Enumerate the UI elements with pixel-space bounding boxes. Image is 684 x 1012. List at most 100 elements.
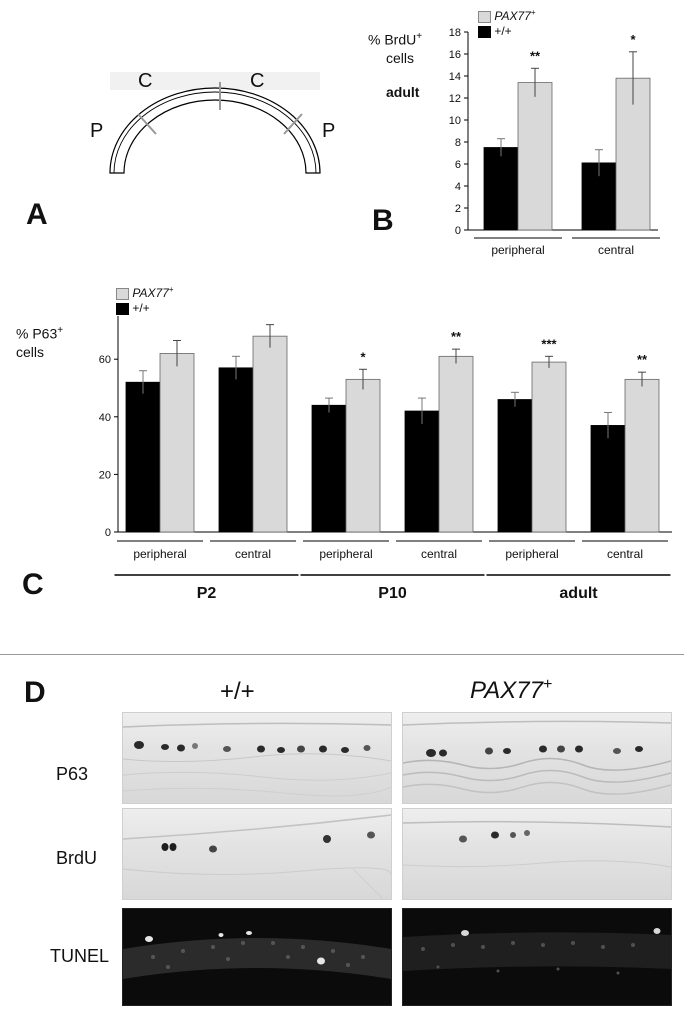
category-label: peripheral [133,547,186,561]
micrograph-tunel-pax77 [402,908,672,1006]
y-tick-label: 10 [449,115,461,127]
micrograph-brdu-wt-texture [123,814,391,899]
chart-panel-b: 0 2 4 6 8 10 12 14 16 18 ** peripheral * central [449,27,660,257]
label-central-left: C [138,70,153,92]
y-tick-label: 40 [99,412,111,424]
bar-pax77 [345,378,381,533]
group-label: P2 [197,585,217,602]
category-label: central [607,547,643,561]
label-peripheral-left: P [90,120,104,142]
y-tick-label: 2 [455,203,461,215]
legend-c-wt-label: +/+ [132,301,150,315]
group-label: P10 [378,585,407,602]
y-tick-label: 14 [449,71,461,83]
micrograph-p63-wt [122,712,392,804]
panel-c-ylabel-sup: + [57,325,64,336]
legend-b-wt: +/+ [478,24,535,39]
panel-c-ylabel: % P63+ cells [16,322,63,361]
significance-marker: * [630,32,636,47]
bar-pax77 [517,82,553,231]
panel-c-ylabel-main: % P63 [16,325,58,342]
y-tick-label: 0 [455,225,461,237]
category-label: central [235,547,271,561]
y-tick-label: 20 [99,469,111,481]
cornea-schematic [109,72,321,174]
y-tick-label: 60 [99,354,111,366]
y-tick-label: 0 [105,527,111,539]
category-label: central [598,243,634,257]
panel-b-ylabel: % BrdU+ cells [368,28,422,67]
micrograph-tunel-pax77-texture [403,928,671,975]
bar-pax77 [159,353,195,533]
label-central-right: C [250,70,265,92]
row-label-tunel: TUNEL [50,946,110,966]
legend-c-pax-label: PAX77 [132,286,169,300]
cornea-inner-line [113,91,317,174]
panel-c-legend: PAX77+ +/+ [116,282,173,316]
bar-wt [311,404,347,533]
panel-letter-c: C [22,568,44,601]
y-tick-label: 16 [449,49,461,61]
significance-marker: *** [541,336,557,351]
legend-b-wt-label: +/+ [494,24,512,38]
panel-b-stage: adult [386,84,420,100]
micrograph-tunel-wt-texture [123,931,391,979]
row-label-brdu: BrdU [56,848,98,868]
category-label: peripheral [505,547,558,561]
bar-pax77 [624,378,660,533]
bar-wt [590,425,626,533]
panel-c-ylabel-sub: cells [16,343,45,360]
category-label: peripheral [491,243,544,257]
legend-c-wt: +/+ [116,301,173,316]
bar-wt [483,147,519,231]
bar-wt [218,367,254,533]
peripheral-divider-left [137,113,157,135]
significance-marker: ** [451,329,462,344]
panel-b-ylabel-sub: cells [386,49,415,66]
micrograph-brdu-pax77 [402,808,672,900]
significance-marker: ** [637,352,648,367]
bar-wt [404,410,440,533]
bar-pax77 [438,355,474,533]
panel-b-legend: PAX77+ +/+ [478,5,535,39]
legend-b-pax-label: PAX77 [494,9,531,23]
y-tick-label: 8 [455,137,461,149]
micrograph-p63-pax77-texture [403,720,671,795]
group-label: adult [559,585,598,602]
column-header-pax77-label: PAX77 [470,677,543,704]
peripheral-divider-right [283,113,303,135]
section-divider [0,654,684,655]
micrograph-tunel-wt [122,908,392,1006]
chart-panel-c: 0 20 40 60 peripheral central * peripheral ** cen… [99,316,672,602]
column-header-pax77: PAX77+ [470,676,552,705]
column-header-wt: +/+ [220,678,255,705]
micrograph-brdu-wt [122,808,392,900]
micrograph-p63-pax77 [402,712,672,804]
bar-pax77 [252,335,288,533]
micrograph-brdu-pax77-texture [403,820,671,868]
column-header-pax77-sup: + [542,676,553,693]
legend-c-pax: PAX77+ [116,282,173,301]
significance-marker: * [360,349,366,364]
y-tick-label: 6 [455,159,461,171]
legend-b-wt-swatch [478,25,491,38]
panel-b-ylabel-sup: + [416,31,423,42]
bar-wt [497,399,533,533]
micrograph-p63-wt-texture [123,722,391,797]
label-peripheral-right: P [322,120,336,142]
schematic-bar-top [110,72,320,90]
bar-wt [125,381,161,533]
y-tick-label: 12 [449,93,461,105]
panel-letter-d: D [24,676,46,709]
category-label: peripheral [319,547,372,561]
legend-b-pax: PAX77+ [478,5,535,24]
y-tick-label: 4 [455,181,461,193]
legend-c-pax-swatch [116,287,129,300]
panel-b-ylabel-main: % BrdU [368,31,417,48]
bar-pax77 [531,361,567,533]
legend-b-pax-sup: + [530,8,536,17]
legend-c-pax-sup: + [168,285,174,294]
row-label-p63: P63 [56,764,89,784]
category-label: central [421,547,457,561]
legend-c-wt-swatch [116,302,129,315]
